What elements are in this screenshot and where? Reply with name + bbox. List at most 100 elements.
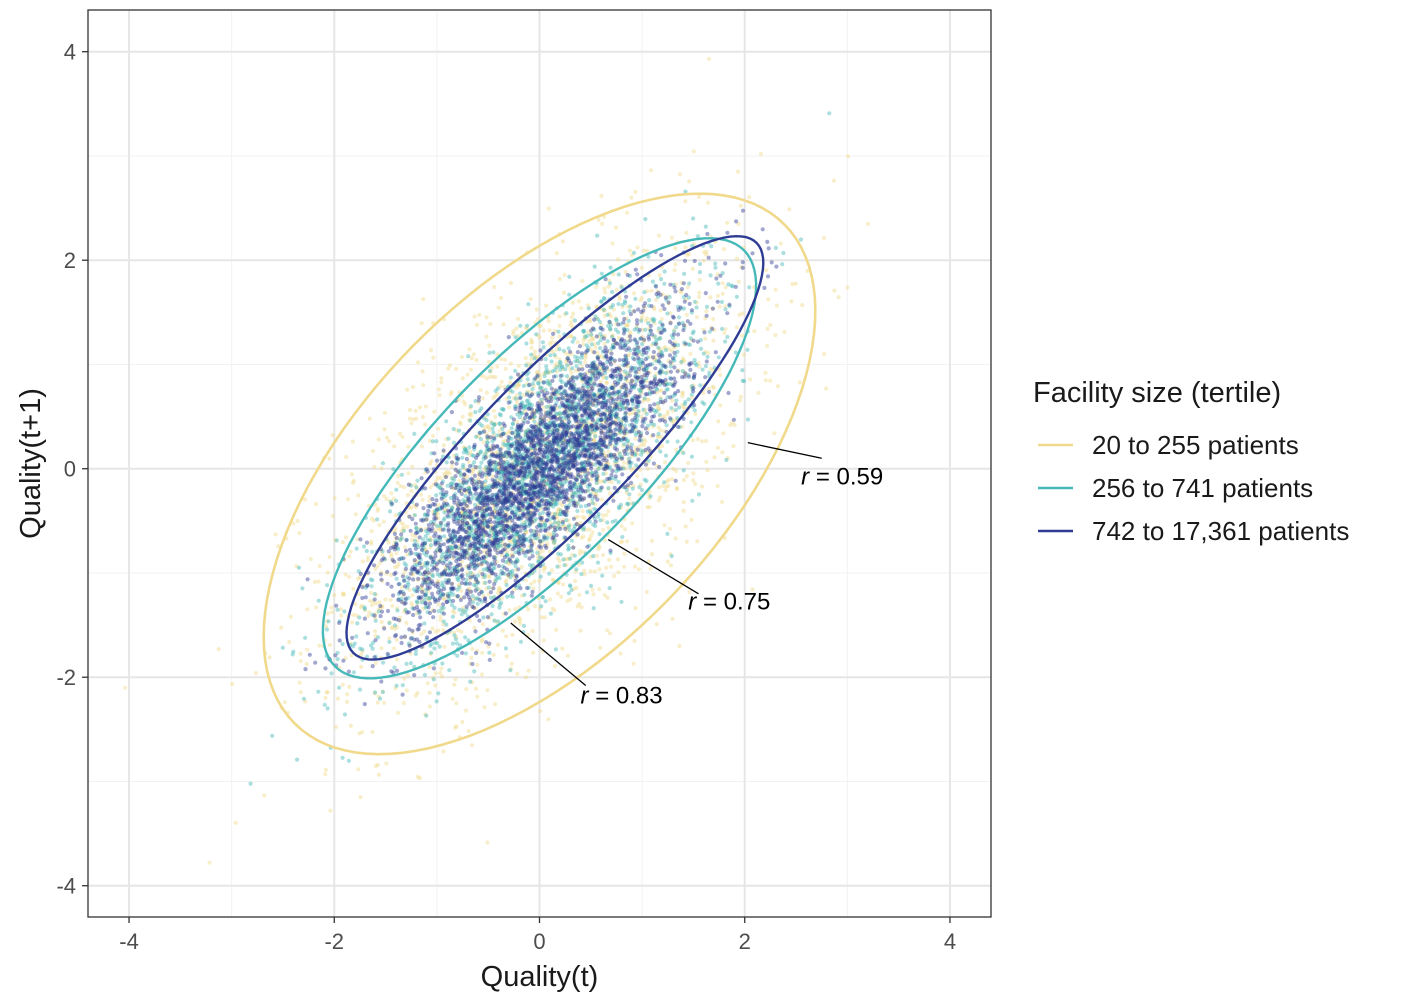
data-point <box>647 496 652 501</box>
data-point <box>574 534 579 539</box>
data-point <box>618 424 624 429</box>
data-point <box>646 254 651 259</box>
data-point <box>431 482 436 487</box>
data-point <box>625 363 630 368</box>
data-point <box>592 438 597 443</box>
data-point <box>566 499 571 504</box>
data-point <box>357 574 362 580</box>
data-point <box>593 363 598 368</box>
data-point <box>712 455 717 460</box>
data-point <box>565 509 570 514</box>
data-point <box>316 689 321 694</box>
data-point <box>518 639 524 644</box>
data-point <box>516 383 521 388</box>
data-point <box>644 368 650 373</box>
data-point <box>644 411 649 416</box>
data-point <box>629 453 635 458</box>
data-point <box>361 583 366 588</box>
data-point <box>650 424 656 429</box>
data-point <box>474 322 480 327</box>
data-point <box>415 691 420 696</box>
data-point <box>703 349 708 354</box>
data-point <box>608 429 613 434</box>
data-point <box>384 435 390 440</box>
data-point <box>369 584 374 589</box>
data-point <box>647 298 652 303</box>
data-point <box>366 555 371 560</box>
data-point <box>524 536 529 542</box>
data-point <box>689 337 694 342</box>
data-point <box>657 370 662 375</box>
data-point <box>339 613 344 618</box>
data-point <box>556 363 561 368</box>
data-point <box>323 772 328 777</box>
data-point <box>593 431 598 436</box>
data-point <box>584 469 589 474</box>
data-point <box>701 391 706 396</box>
data-point <box>658 495 663 500</box>
data-point <box>577 562 582 567</box>
data-point <box>638 386 644 391</box>
data-point <box>412 513 417 518</box>
data-point <box>506 453 511 458</box>
data-point <box>728 423 733 428</box>
data-point <box>747 195 752 200</box>
data-point <box>533 479 538 484</box>
data-point <box>662 460 668 465</box>
data-point <box>708 295 713 300</box>
data-point <box>647 370 653 375</box>
data-point <box>327 642 333 648</box>
data-point <box>280 645 285 650</box>
data-point <box>368 643 374 648</box>
data-point <box>486 425 491 430</box>
data-point <box>383 597 388 602</box>
data-point <box>521 520 527 525</box>
data-point <box>508 375 513 380</box>
data-point <box>648 318 653 323</box>
data-point <box>539 604 544 609</box>
data-point <box>488 445 493 450</box>
data-point <box>532 412 537 417</box>
data-point <box>639 265 644 270</box>
data-point <box>444 474 449 479</box>
data-point <box>524 439 529 444</box>
data-point <box>512 619 518 624</box>
data-point <box>475 601 480 607</box>
data-point <box>557 518 562 524</box>
data-point <box>708 273 713 278</box>
data-point <box>601 527 606 533</box>
data-point <box>495 547 500 552</box>
data-point <box>519 466 524 471</box>
data-point <box>399 528 404 534</box>
data-point <box>509 552 515 557</box>
data-point <box>476 521 481 527</box>
data-point <box>454 485 459 490</box>
data-point <box>539 397 544 402</box>
data-point <box>575 340 581 345</box>
data-point <box>607 410 612 415</box>
data-point <box>629 468 634 473</box>
data-point <box>522 409 528 414</box>
data-point <box>351 478 356 483</box>
data-point <box>423 563 428 568</box>
data-point <box>325 611 331 616</box>
data-point <box>432 522 437 527</box>
data-point <box>594 553 600 558</box>
data-point <box>401 522 406 527</box>
data-point <box>704 252 709 257</box>
data-point <box>602 290 608 295</box>
data-point <box>558 508 563 513</box>
data-point <box>503 459 508 464</box>
data-point <box>500 444 505 449</box>
data-point <box>539 485 545 490</box>
data-point <box>578 428 583 433</box>
data-point <box>504 654 509 659</box>
data-point <box>489 526 494 531</box>
data-point <box>483 543 488 548</box>
data-point <box>630 411 635 416</box>
data-point <box>419 492 424 497</box>
data-point <box>524 530 529 535</box>
data-point <box>428 651 433 657</box>
data-point <box>467 524 472 529</box>
data-point <box>474 586 479 591</box>
